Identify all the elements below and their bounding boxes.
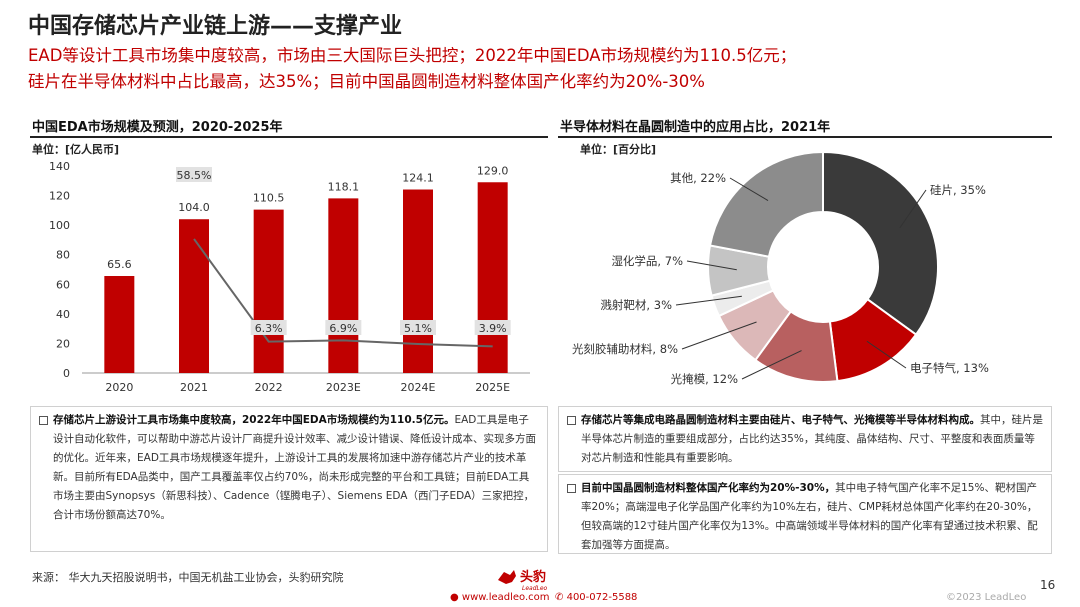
growth-label-box (325, 320, 362, 335)
leader-line (681, 321, 757, 350)
y-tick-label: 20 (56, 337, 70, 350)
pie-slice (822, 150, 939, 336)
y-tick-label: 140 (49, 160, 70, 173)
x-tick-label: 2022 (255, 381, 283, 394)
leader-line (729, 177, 769, 201)
subtitle-line-2: 硅片在半导体材料中占比最高，达35%；目前中国晶圆制造材料整体国产化率约为20%… (28, 72, 705, 91)
growth-label: 3.9% (479, 322, 507, 335)
growth-label: 6.3% (255, 322, 283, 335)
pie-label: 溅射靶材, 3% (600, 298, 672, 312)
right-bullet-1-text: 其中，硅片是半导体芯片制造的重要组成部分，占比约达35%，其纯度、晶体结构、尺寸… (581, 414, 1043, 464)
growth-label: 58.5% (177, 169, 212, 182)
left-header-divider (30, 136, 548, 138)
footer-phone: ✆ 400-072-5588 (555, 592, 637, 603)
checkbox-bullet-icon (567, 484, 576, 493)
logo-subtext: LeadLeo (522, 585, 548, 592)
leader-line (899, 189, 927, 229)
logo-text: 头豹 (520, 569, 546, 585)
right-header-divider (558, 136, 1052, 138)
growth-label-box (400, 320, 436, 335)
pie-label: 硅片, 35% (930, 183, 986, 197)
leader-line (866, 340, 907, 369)
right-bullet-2-bold: 目前中国晶圆制造材料整体国产化率约为20%-30%， (581, 482, 836, 494)
growth-label-box (176, 167, 212, 182)
x-tick-label: 2020 (105, 381, 133, 394)
x-tick-label: 2023E (326, 381, 361, 394)
pie-label: 光掩模, 12% (671, 372, 738, 386)
growth-line (193, 238, 493, 348)
bar-2021 (179, 219, 209, 373)
right-chart-unit: 单位：[百分比] (580, 143, 657, 156)
subtitle-line-1: EAD等设计工具市场集中度较高，市场由三大国际巨头把控；2022年中国EDA市场… (28, 46, 797, 65)
y-tick-label: 60 (56, 278, 70, 291)
footer-website-link[interactable]: ● www.leadleo.com (450, 592, 550, 603)
material-pie-chart: 硅片, 35% 电子特气, 13% 光掩模, 12% 光刻胶辅助材料, 8% 溅射靶材,… (572, 150, 989, 386)
left-chart-unit: 单位：[亿人民币] (32, 143, 120, 156)
leader-line (686, 260, 737, 271)
pie-layer: 硅片, 35% 电子特气, 13% 光掩模, 12% 光刻胶辅助材料, 8% 溅射靶材,… (572, 150, 989, 386)
x-tick-label: 2021 (180, 381, 208, 394)
y-tick-label: 80 (56, 249, 70, 262)
x-tick-label: 2025E (475, 381, 510, 394)
bar-2022 (253, 209, 284, 373)
right-bullet-1-bold: 存储芯片等集成电路晶圆制造材料主要由硅片、电子特气、光掩模等半导体材料构成。 (581, 414, 980, 426)
x-tick-label: 2024E (401, 381, 436, 394)
leadleo-logo-icon: 头豹 LeadLeo (498, 569, 548, 592)
leader-line (675, 295, 742, 306)
bar-value-label: 124.1 (402, 172, 434, 185)
left-chart-header: 中国EDA市场规模及预测，2020-2025年 (32, 120, 283, 135)
growth-label: 5.1% (404, 322, 432, 335)
bar-value-label: 129.0 (477, 164, 509, 177)
left-text-box: 存储芯片上游设计工具市场集中度较高，2022年中国EDA市场规模约为110.5亿… (30, 406, 548, 552)
right-bullet-2-text: 其中电子特气国产化率不足15%、靶材国产率20%；高端湿电子化学品国产化率约为1… (581, 482, 1038, 551)
right-chart-header: 半导体材料在晶圆制造中的应用占比，2021年 (560, 120, 831, 135)
bar-2024E (403, 189, 433, 373)
growth-label-box (474, 320, 511, 335)
y-tick-label: 120 (49, 190, 70, 203)
leadleo-logo: 头豹 LeadLeo (494, 566, 574, 592)
pie-label: 湿化学品, 7% (611, 254, 683, 268)
left-bullet-text: EAD工具是电子设计自动化软件，可以帮助中游芯片设计厂商提升设计效率、减少设计错… (53, 414, 536, 521)
bar-2025E (477, 182, 508, 373)
growth-label-box (250, 320, 287, 335)
y-tick-label: 100 (49, 219, 70, 232)
bar-value-label: 118.1 (328, 180, 360, 193)
y-tick-label: 0 (63, 367, 70, 380)
right-bullet-item-1: 存储芯片等集成电路晶圆制造材料主要由硅片、电子特气、光掩模等半导体材料构成。其中… (567, 411, 1043, 468)
eda-bar-chart: 0 20 40 60 80 100 120 140 65.6 2020 104.0 2021 110.5… (49, 160, 530, 394)
right-text-box-2: 目前中国晶圆制造材料整体国产化率约为20%-30%，其中电子特气国产化率不足15… (558, 474, 1052, 554)
pie-label: 光刻胶辅助材料, 8% (572, 342, 678, 356)
right-text-box-1: 存储芯片等集成电路晶圆制造材料主要由硅片、电子特气、光掩模等半导体材料构成。其中… (558, 406, 1052, 472)
globe-icon: ● (450, 592, 459, 603)
left-bullet-bold: 存储芯片上游设计工具市场集中度较高，2022年中国EDA市场规模约为110.5亿… (53, 414, 455, 426)
y-tick-label: 40 (56, 308, 70, 321)
bar-2023E (328, 198, 359, 373)
bar-layer: 0 20 40 60 80 100 120 140 65.6 2020 104.0 2021 110.5… (49, 160, 530, 394)
growth-label: 6.9% (329, 322, 357, 335)
pie-label: 其他, 22% (670, 171, 726, 185)
source-note: 来源： 华大九天招股说明书，中国无机盐工业协会，头豹研究院 (32, 571, 344, 584)
bar-value-label: 104.0 (178, 201, 210, 214)
left-bullet-item: 存储芯片上游设计工具市场集中度较高，2022年中国EDA市场规模约为110.5亿… (39, 411, 539, 525)
footer-website-text: www.leadleo.com (461, 592, 550, 603)
bar-value-label: 65.6 (107, 258, 132, 271)
right-bullet-item-2: 目前中国晶圆制造材料整体国产化率约为20%-30%，其中电子特气国产化率不足15… (567, 479, 1043, 555)
leader-line (741, 350, 802, 380)
checkbox-bullet-icon (39, 416, 48, 425)
footer-phone-text: 400-072-5588 (566, 592, 638, 603)
bar-2020 (104, 276, 135, 373)
checkbox-bullet-icon (567, 416, 576, 425)
page-title: 中国存储芯片产业链上游——支撑产业 (28, 14, 403, 39)
pie-slice (708, 150, 824, 258)
page-number: 16 (1040, 578, 1056, 592)
pie-label: 电子特气, 13% (910, 361, 989, 375)
phone-icon: ✆ (555, 592, 564, 603)
copyright-text: ©2023 LeadLeo (946, 592, 1027, 603)
bar-value-label: 110.5 (253, 192, 285, 205)
